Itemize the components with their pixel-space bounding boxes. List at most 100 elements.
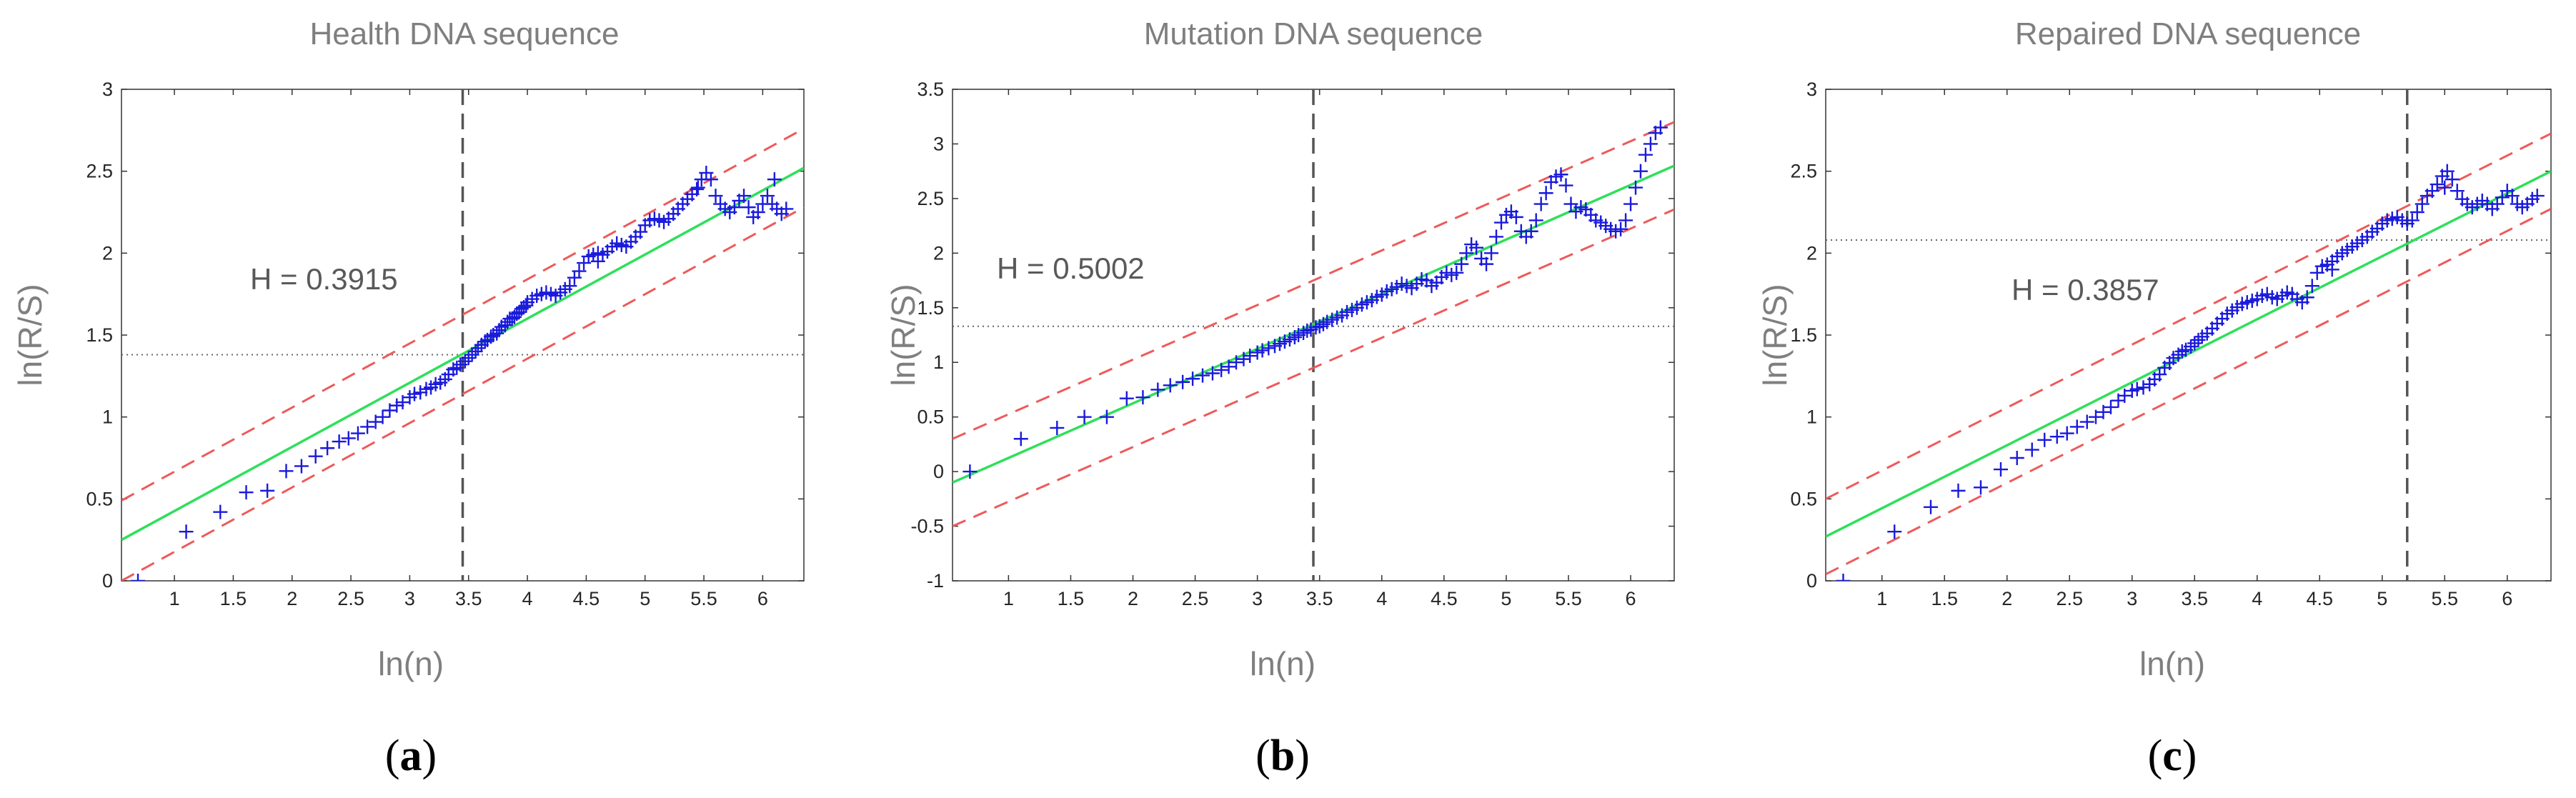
x-tick-label: 1 xyxy=(1003,588,1014,609)
data-point xyxy=(690,180,705,195)
data-point xyxy=(2069,419,2084,434)
data-point xyxy=(484,329,499,344)
x-tick-label: 5.5 xyxy=(1555,588,1582,609)
data-point xyxy=(1300,323,1315,338)
data-point xyxy=(572,264,587,279)
data-point xyxy=(1563,196,1578,211)
y-tick-label: 1.5 xyxy=(1790,324,1817,346)
hurst-annotation: H = 0.3857 xyxy=(2011,273,2159,306)
data-point xyxy=(294,459,309,474)
y-tick-label: 0 xyxy=(933,461,944,482)
data-point xyxy=(1523,224,1538,239)
y-tick-label: 1.5 xyxy=(917,297,944,319)
x-tick-label: 5 xyxy=(2377,588,2387,609)
fit-line xyxy=(1826,170,2551,538)
data-point xyxy=(1077,409,1092,424)
data-point xyxy=(562,279,577,294)
data-point xyxy=(1459,246,1474,261)
lower-confidence-band xyxy=(953,208,1674,527)
data-point xyxy=(760,189,775,204)
data-point xyxy=(468,344,483,359)
x-tick-label: 2 xyxy=(2001,588,2012,609)
data-point xyxy=(1533,196,1548,211)
data-point xyxy=(2089,409,2103,424)
data-point xyxy=(2117,388,2132,403)
data-point xyxy=(1119,391,1134,406)
data-point xyxy=(389,398,404,413)
data-point xyxy=(449,360,464,375)
data-point xyxy=(741,200,756,215)
data-point xyxy=(1479,256,1494,271)
x-tick-label: 4 xyxy=(1376,588,1387,609)
data-point xyxy=(2104,399,2118,414)
data-point xyxy=(2009,451,2024,465)
data-point xyxy=(2445,172,2460,187)
x-tick-label: 3.5 xyxy=(455,588,482,609)
data-point xyxy=(2405,213,2420,228)
y-tick-label: 3 xyxy=(933,133,944,154)
plot-area xyxy=(953,89,1674,581)
data-point xyxy=(1508,209,1523,224)
y-tick-label: 2.5 xyxy=(917,188,944,209)
data-point xyxy=(1261,341,1276,356)
y-tick-label: 1.5 xyxy=(86,324,113,346)
data-point xyxy=(1493,215,1508,230)
y-tick-label: 1 xyxy=(102,407,113,428)
upper-confidence-band xyxy=(953,121,1674,440)
data-point xyxy=(1195,368,1210,383)
data-point xyxy=(1643,136,1658,151)
data-point xyxy=(1150,382,1165,397)
plot-area xyxy=(1826,89,2551,581)
x-tick-label: 6 xyxy=(1626,588,1636,609)
data-point xyxy=(360,419,375,434)
data-point xyxy=(1538,186,1553,201)
x-tick-label: 5 xyxy=(640,588,650,609)
x-tick-label: 6 xyxy=(757,588,768,609)
data-point xyxy=(1653,120,1668,135)
data-point xyxy=(2410,205,2425,219)
y-tick-label: -0.5 xyxy=(910,516,944,537)
x-axis-label: ln(n) xyxy=(2139,645,2205,682)
data-point xyxy=(1050,420,1065,435)
data-point xyxy=(239,485,254,500)
upper-confidence-band xyxy=(1826,132,2551,500)
data-point xyxy=(1613,221,1628,236)
x-tick-label: 5 xyxy=(1501,588,1511,609)
data-point xyxy=(1836,574,1851,581)
data-point xyxy=(375,409,390,424)
x-tick-label: 4.5 xyxy=(573,588,600,609)
chart-panel-c: Repaired DNA sequence 0 0.5 1 1.5 2 2.5 3 1 1.5 2 2… xyxy=(1756,16,2552,780)
data-point xyxy=(1628,180,1643,195)
data-point xyxy=(179,524,194,539)
data-point xyxy=(1236,351,1251,366)
data-point xyxy=(1618,213,1633,228)
x-tick-label: 5.5 xyxy=(2431,588,2458,609)
data-point xyxy=(2049,429,2064,444)
y-tick-label: 0.5 xyxy=(1790,488,1817,509)
x-tick-label: 3 xyxy=(1252,588,1263,609)
data-point xyxy=(703,172,718,187)
data-point xyxy=(2191,332,2206,347)
fit-line xyxy=(953,164,1674,484)
data-point xyxy=(407,386,422,402)
data-point xyxy=(2530,189,2545,204)
y-tick-label: 3.5 xyxy=(917,79,944,100)
x-tick-label: 1 xyxy=(169,588,180,609)
chart-title: Mutation DNA sequence xyxy=(1144,16,1483,51)
data-point xyxy=(413,385,428,400)
data-point xyxy=(1623,196,1638,211)
data-point xyxy=(2299,290,2314,305)
y-axis-label: ln(R/S) xyxy=(1756,284,1794,386)
chart-panel-a: Health DNA sequence 0 0.5 1 1.5 2 2.5 3 1 1.5 2 2.5… xyxy=(11,16,805,780)
x-tick-label: 1.5 xyxy=(220,588,247,609)
data-point xyxy=(2437,180,2452,195)
y-tick-label: 3 xyxy=(102,79,113,100)
data-point xyxy=(2136,380,2151,395)
data-point xyxy=(2440,164,2455,179)
data-point xyxy=(2174,344,2189,359)
y-axis-label: ln(R/S) xyxy=(11,284,49,386)
data-point xyxy=(2096,404,2111,419)
data-point xyxy=(519,298,534,313)
y-tick-label: 2.5 xyxy=(1790,161,1817,182)
data-point xyxy=(1255,343,1270,358)
